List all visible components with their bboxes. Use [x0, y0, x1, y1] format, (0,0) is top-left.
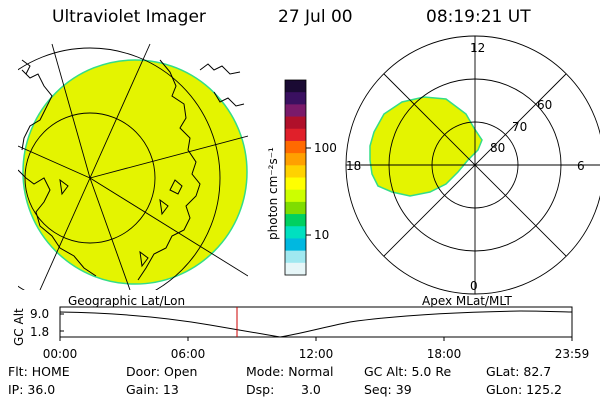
- colorbar-cell: [285, 189, 306, 203]
- colorbar: 100 10 photon cm⁻²s⁻¹: [266, 79, 337, 276]
- colorbar-cell: [285, 177, 306, 191]
- uv-image-disk: [22, 59, 248, 285]
- mlt-label-18: 18: [346, 159, 361, 173]
- uv-emission-region: [369, 96, 483, 197]
- timeline-xtick-2: 12:00: [299, 347, 334, 361]
- colorbar-tick-100: 100: [314, 141, 337, 155]
- polar-mlt-plot[interactable]: 12 18 6 0 60 70 80: [345, 35, 600, 295]
- colorbar-cell: [285, 165, 306, 178]
- colorbar-cell: [285, 201, 306, 215]
- colorbar-cell: [285, 140, 306, 154]
- geo-graticule: [18, 43, 248, 290]
- mlat-label-60: 60: [537, 98, 552, 112]
- mlt-label-0: 0: [470, 279, 478, 293]
- mlt-label-12: 12: [470, 41, 485, 55]
- mlat-label-80: 80: [490, 141, 505, 155]
- geographic-map[interactable]: [0, 43, 248, 308]
- info-dsp-label: Dsp:: [246, 382, 274, 397]
- colorbar-tick-10: 10: [314, 228, 329, 242]
- app-title: Ultraviolet Imager: [52, 7, 206, 27]
- polar-grid: [345, 35, 600, 295]
- timeline-xtick-1: 06:00: [171, 347, 206, 361]
- colorbar-cell: [285, 238, 306, 252]
- mlt-label-6: 6: [577, 159, 585, 173]
- info-glon: GLon: 125.2: [486, 382, 562, 397]
- timeline-right-label: Apex MLat/MLT: [422, 294, 512, 308]
- info-door: Door: Open: [126, 364, 197, 379]
- colorbar-cell: [285, 128, 306, 142]
- colorbar-unit-label: photon cm⁻²s⁻¹: [266, 147, 280, 240]
- info-gain: Gain: 13: [126, 382, 179, 397]
- timeline-ytick-top: 9.0: [30, 307, 49, 321]
- colorbar-cell: [285, 250, 306, 264]
- info-mode: Mode: Normal: [246, 364, 333, 379]
- timeline-xtick-4: 23:59: [555, 347, 590, 361]
- status-info: Flt: HOME IP: 36.0 Door: Open Gain: 13 M…: [8, 364, 562, 397]
- colorbar-cell: [285, 226, 306, 239]
- coastlines: [18, 59, 245, 281]
- timeline-panel: Geographic Lat/Lon Apex MLat/MLT GC Alt …: [12, 294, 589, 361]
- timeline-xtick-3: 18:00: [427, 347, 462, 361]
- timeline-xtick-0: 00:00: [43, 347, 78, 361]
- info-gc-alt: GC Alt: 5.0 Re: [364, 364, 451, 379]
- colorbar-cell: [285, 214, 306, 227]
- timeline-left-label: Geographic Lat/Lon: [68, 294, 185, 308]
- info-flt: Flt: HOME: [8, 364, 70, 379]
- info-dsp-value: 3.0: [301, 382, 321, 397]
- colorbar-cell: [285, 80, 306, 93]
- info-ip: IP: 36.0: [8, 382, 55, 397]
- gc-alt-curve: [59, 310, 573, 338]
- info-glat: GLat: 82.7: [486, 364, 551, 379]
- date-display: 27 Jul 00: [278, 7, 353, 27]
- time-display: 08:19:21 UT: [426, 7, 531, 27]
- colorbar-cell: [285, 92, 306, 105]
- colorbar-cell: [285, 153, 306, 166]
- colorbar-cell: [285, 262, 306, 276]
- info-seq: Seq: 39: [364, 382, 412, 397]
- timeline-ytick-bottom: 1.8: [30, 325, 49, 339]
- colorbar-cell: [285, 116, 306, 130]
- timeline-axis-title: GC Alt: [12, 308, 26, 346]
- mlat-label-70: 70: [512, 120, 527, 134]
- colorbar-cell: [285, 104, 306, 118]
